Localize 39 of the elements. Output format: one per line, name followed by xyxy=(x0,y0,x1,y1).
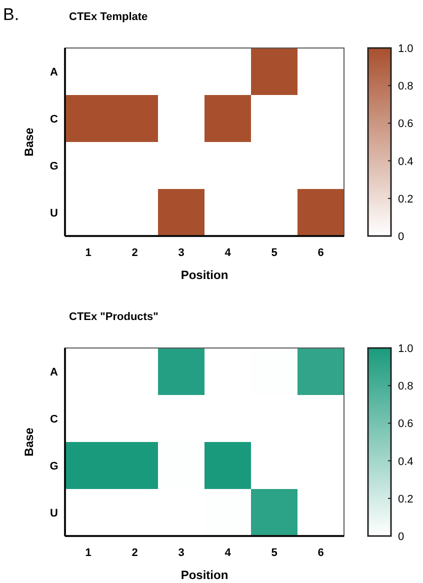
y-tick-label: A xyxy=(50,66,58,78)
color-bar-label: 1.0 xyxy=(398,343,414,355)
color-bar-label: 1.0 xyxy=(398,43,414,55)
x-tick-label: 6 xyxy=(318,547,324,559)
chart-title: CTEx "Products" xyxy=(69,311,158,323)
x-tick-label: 3 xyxy=(178,247,184,259)
color-bar-label: 0.2 xyxy=(398,193,414,206)
x-axis-title: Position xyxy=(180,268,228,282)
text: B. xyxy=(3,5,20,24)
x-tick-label: 1 xyxy=(85,547,92,559)
x-tick-label: 5 xyxy=(271,547,278,559)
x-tick-label: 2 xyxy=(132,547,138,559)
y-tick-label: G xyxy=(50,460,58,472)
color-bar-label: 0.6 xyxy=(398,118,414,130)
color-bar-label: 0.8 xyxy=(398,380,414,393)
x-tick-label: 4 xyxy=(224,247,232,259)
y-axis-title: Base xyxy=(22,427,36,456)
color-bar-label: 0.6 xyxy=(398,418,414,430)
color-bar-label: 0.4 xyxy=(398,456,414,468)
x-tick-label: 6 xyxy=(318,247,324,259)
y-tick-label: U xyxy=(50,208,58,220)
chart-title: CTEx Template xyxy=(69,11,148,23)
x-tick-label: 4 xyxy=(224,547,232,559)
y-tick-label: U xyxy=(50,508,58,520)
y-tick-label: C xyxy=(50,414,58,426)
y-tick-label: G xyxy=(50,160,58,172)
x-tick-label: 5 xyxy=(271,247,278,259)
x-tick-label: 2 xyxy=(132,247,138,259)
color-bar-label: 0 xyxy=(398,231,404,243)
color-bar-label: 0.2 xyxy=(398,493,414,506)
y-tick-label: A xyxy=(50,366,58,378)
x-tick-label: 1 xyxy=(85,247,92,259)
color-bar-label: 0.8 xyxy=(398,80,414,93)
y-tick-label: C xyxy=(50,114,58,126)
color-bar-label: 0.4 xyxy=(398,156,414,168)
color-bar-label: 0 xyxy=(398,531,404,543)
x-tick-label: 3 xyxy=(178,547,184,559)
y-axis-title: Base xyxy=(22,127,36,156)
x-axis-title: Position xyxy=(180,568,228,582)
